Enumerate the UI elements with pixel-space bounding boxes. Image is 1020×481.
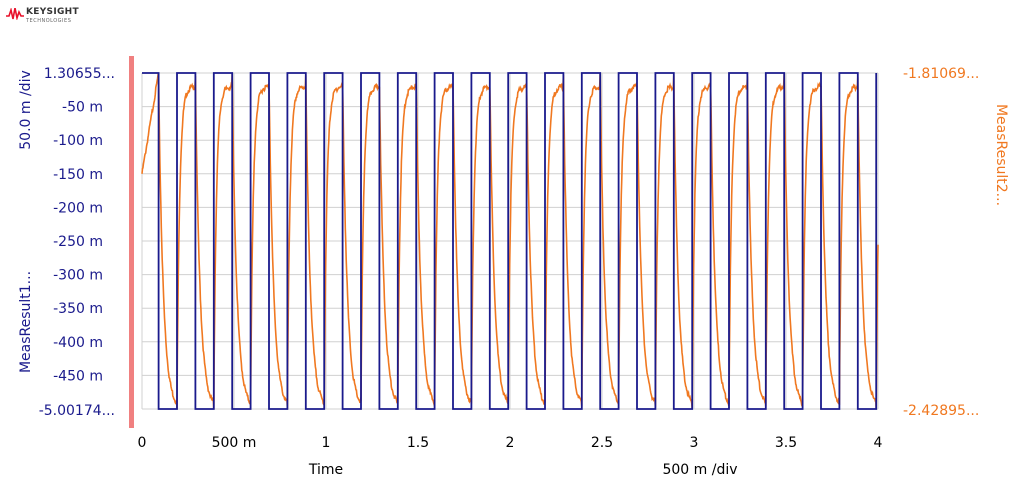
left-tick-label: -150 m xyxy=(53,167,103,183)
left-tick-label: -200 m xyxy=(53,200,103,216)
left-tick-label: -250 m xyxy=(53,234,103,250)
x-tick-label: 3 xyxy=(690,435,699,451)
left-tick-label: -350 m xyxy=(53,301,103,317)
plot-area xyxy=(141,72,879,410)
x-tick-label: 2.5 xyxy=(591,435,613,451)
left-tick-label: -300 m xyxy=(53,268,103,284)
right-axis-bottom-label: -2.42895... xyxy=(903,403,979,419)
left-tick-label: -400 m xyxy=(53,335,103,351)
left-axis-scale-label: 50.0 m /div xyxy=(18,70,34,150)
x-tick-label: 4 xyxy=(874,435,883,451)
right-axis-title: MeasResult2... xyxy=(993,104,1009,206)
left-axis-top-label: 1.30655... xyxy=(44,66,115,82)
left-axis-title: MeasResult1... xyxy=(18,271,34,373)
x-tick-label: 0 xyxy=(138,435,147,451)
x-tick-label: 500 m xyxy=(212,435,257,451)
series-measresult2-line xyxy=(141,72,879,410)
left-tick-label: -50 m xyxy=(62,100,103,116)
keysight-wave-icon xyxy=(6,8,24,20)
x-tick-label: 2 xyxy=(506,435,515,451)
logo-subtitle: TECHNOLOGIES xyxy=(26,18,72,24)
x-tick-label: 1.5 xyxy=(407,435,429,451)
right-axis-top-label: -1.81069... xyxy=(903,66,979,82)
keysight-logo: KEYSIGHT TECHNOLOGIES xyxy=(6,6,96,30)
x-axis-title: Time xyxy=(308,462,343,478)
left-axis-ticks: -50 m -100 m -150 m -200 m -250 m -300 m -350 … xyxy=(53,100,103,385)
x-axis-ticks: 0 500 m 1 1.5 2 2.5 3 3.5 4 xyxy=(138,435,883,451)
x-tick-label: 3.5 xyxy=(775,435,797,451)
x-tick-label: 1 xyxy=(322,435,331,451)
cursor-bar[interactable] xyxy=(129,56,134,428)
left-axis-bottom-label: -5.00174... xyxy=(39,403,115,419)
left-tick-label: -450 m xyxy=(53,368,103,384)
logo-name: KEYSIGHT xyxy=(26,7,79,17)
x-axis-scale-label: 500 m /div xyxy=(662,462,737,478)
left-tick-label: -100 m xyxy=(53,133,103,149)
series-measresult1-line xyxy=(142,72,878,410)
